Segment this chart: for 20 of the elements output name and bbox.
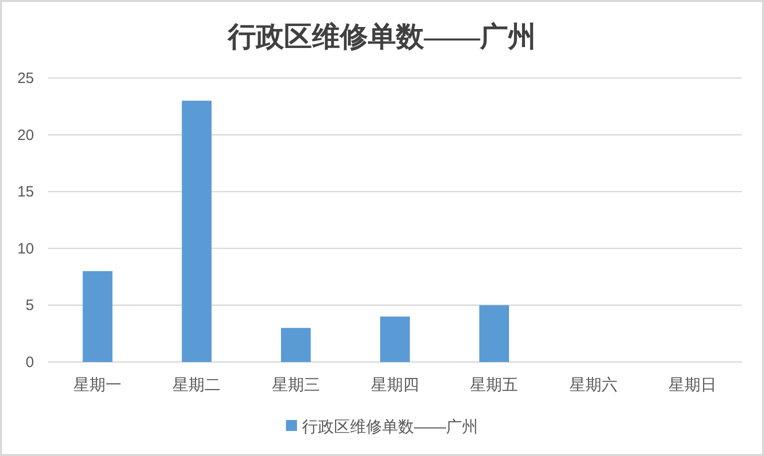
- bar: [479, 305, 510, 362]
- y-tick-label: 10: [17, 240, 34, 258]
- bar: [182, 100, 212, 362]
- x-tick-label: 星期四: [371, 376, 419, 394]
- chart-title: 行政区维修单数——广州: [227, 21, 536, 53]
- bar: [82, 271, 112, 362]
- x-tick-label: 星期二: [172, 376, 221, 394]
- y-tick-label: 15: [17, 184, 34, 201]
- x-tick-label: 星期五: [470, 376, 518, 394]
- x-tick-label: 星期六: [569, 376, 618, 394]
- y-tick-label: 5: [26, 297, 34, 314]
- y-tick-label: 0: [26, 354, 34, 371]
- y-tick-label: 20: [17, 126, 34, 144]
- legend: 行政区维修单数——广州: [286, 419, 478, 436]
- bar: [280, 328, 311, 362]
- bar: [380, 316, 410, 362]
- x-tick-label: 星期一: [74, 376, 122, 394]
- x-tick-label: 星期三: [272, 376, 320, 394]
- x-tick-label: 星期日: [668, 376, 716, 394]
- y-tick-label: 25: [17, 70, 34, 87]
